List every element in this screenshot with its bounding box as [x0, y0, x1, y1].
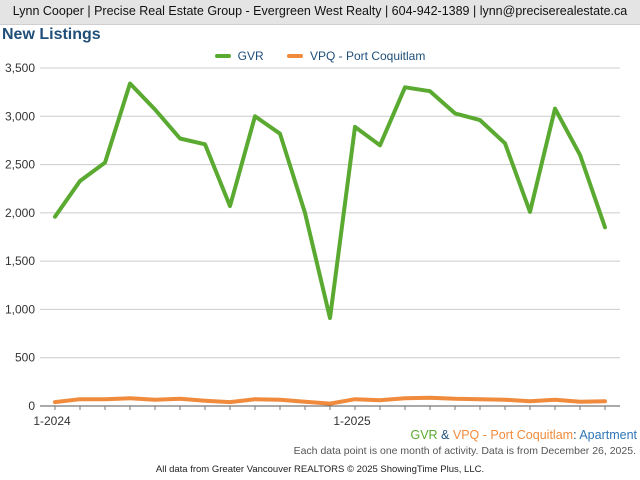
gridlines — [40, 67, 620, 359]
y-tick-label: 1,000 — [5, 302, 35, 316]
series-line-vpq-port-coquitlam — [53, 395, 607, 406]
footer-data-note: Each data point is one month of activity… — [293, 445, 636, 457]
axes — [40, 405, 620, 410]
legend-swatch-gvr — [214, 54, 231, 58]
legend-item-gvr[interactable]: GVR — [214, 49, 264, 63]
x-tick-label: 1-2024 — [33, 414, 71, 428]
tick-labels: 0 500 1,000 1,500 2,000 2,500 3,000 3,500 1-2024… — [5, 61, 371, 428]
header-bar: Lynn Cooper | Precise Real Estate Group … — [0, 0, 640, 25]
legend-label-vpq: VPQ - Port Coquitlam — [309, 49, 426, 63]
legend-swatch-vpq — [286, 54, 303, 58]
y-tick-label: 2,000 — [5, 206, 35, 220]
y-tick-label: 500 — [15, 351, 35, 365]
series-lines — [53, 81, 607, 406]
chart-title: New Listings — [2, 26, 101, 43]
legend-label-gvr: GVR — [237, 49, 264, 63]
footer-colon: : — [573, 428, 580, 442]
y-tick-label: 0 — [28, 399, 35, 413]
y-tick-label: 3,000 — [5, 109, 35, 123]
y-tick-label: 2,500 — [5, 158, 35, 172]
footer-vpq: VPQ - Port Coquitlam — [452, 428, 574, 442]
footer-source: All data from Greater Vancouver REALTORS… — [155, 464, 485, 475]
footer-gvr: GVR — [410, 428, 438, 442]
series-line-gvr — [53, 81, 607, 321]
x-tick-label: 1-2025 — [333, 414, 371, 428]
footer-series-description: GVR & VPQ - Port Coquitlam: Apartment — [410, 428, 637, 442]
agent-contact-info: Lynn Cooper | Precise Real Estate Group … — [12, 4, 628, 18]
legend-item-vpq[interactable]: VPQ - Port Coquitlam — [286, 49, 426, 63]
footer-property-type: Apartment — [579, 428, 637, 442]
footer-amp: & — [437, 428, 453, 442]
y-tick-label: 3,500 — [5, 61, 35, 75]
y-tick-label: 1,500 — [5, 254, 35, 268]
chart-legend: GVR VPQ - Port Coquitlam — [0, 47, 640, 63]
